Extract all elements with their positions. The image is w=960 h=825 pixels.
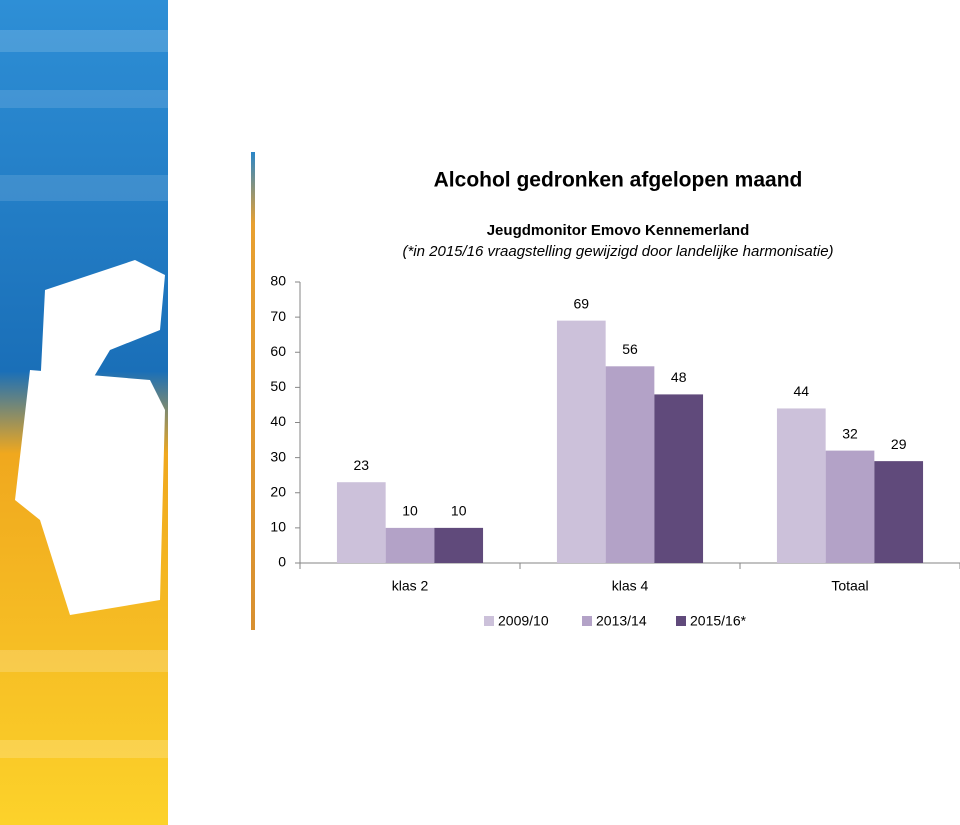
chart-title: Alcohol gedronken afgelopen maand (434, 169, 803, 192)
legend-label: 2009/10 (498, 613, 549, 629)
y-tick-label: 40 (270, 413, 286, 429)
bar (825, 450, 875, 563)
data-label: 23 (354, 457, 370, 473)
data-label: 10 (402, 503, 418, 519)
chart-note: (*in 2015/16 vraagstelling gewijzigd doo… (402, 243, 833, 260)
bar (385, 527, 435, 563)
data-label: 10 (451, 503, 467, 519)
data-label: 48 (671, 369, 687, 385)
y-tick-label: 60 (270, 343, 286, 359)
y-tick-label: 50 (270, 378, 286, 394)
y-tick-label: 0 (278, 554, 286, 570)
x-tick-label: Totaal (831, 578, 868, 594)
x-tick-label: klas 2 (392, 578, 429, 594)
data-label: 29 (891, 436, 907, 452)
legend-swatch (582, 616, 592, 626)
y-tick-label: 30 (270, 448, 286, 464)
data-label: 69 (574, 295, 590, 311)
y-tick-label: 20 (270, 483, 286, 499)
bar (434, 527, 484, 563)
legend-label: 2015/16* (690, 613, 747, 629)
y-tick-label: 80 (270, 273, 286, 289)
x-tick-label: klas 4 (612, 578, 649, 594)
legend-swatch (484, 616, 494, 626)
data-label: 44 (794, 383, 810, 399)
bar (556, 320, 606, 563)
bar (874, 461, 924, 563)
bar (776, 408, 826, 563)
bar (654, 394, 704, 563)
bar (336, 482, 386, 563)
chart-subtitle: Jeugdmonitor Emovo Kennemerland (487, 222, 750, 239)
y-tick-label: 70 (270, 308, 286, 324)
bar (605, 366, 655, 563)
data-label: 56 (622, 341, 638, 357)
y-tick-label: 10 (270, 519, 286, 535)
decoration (0, 0, 255, 825)
legend-swatch (676, 616, 686, 626)
data-label: 32 (842, 425, 858, 441)
legend-label: 2013/14 (596, 613, 647, 629)
